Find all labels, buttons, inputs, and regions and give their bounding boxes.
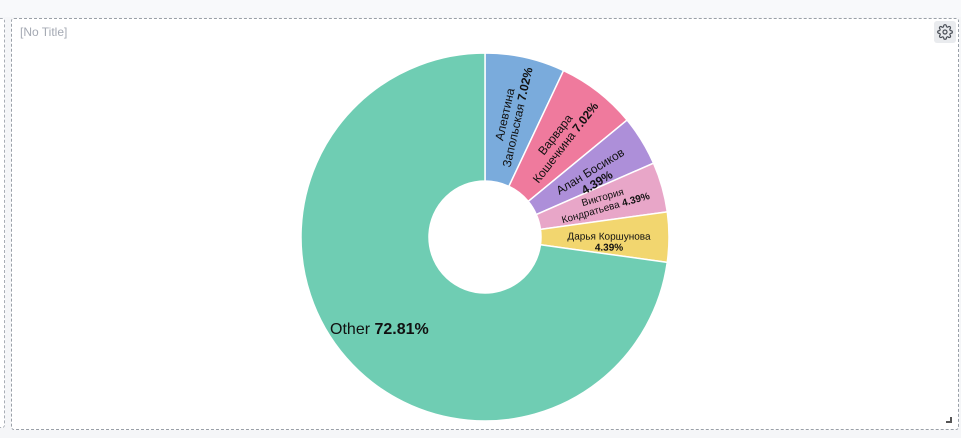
donut-chart: АлевтинаЗапольская 7.02%ВарвараКошечкина… [300, 52, 670, 422]
slice-name: Other [330, 321, 374, 338]
settings-button[interactable] [934, 21, 956, 43]
top-strip [0, 0, 961, 17]
slice-value: 4.39% [595, 243, 623, 254]
gear-icon [937, 24, 953, 40]
adjacent-widget-edge [0, 18, 5, 428]
slice-value: 72.81% [374, 321, 428, 338]
svg-text:Other 72.81%: Other 72.81% [330, 321, 429, 338]
slice-5[interactable] [300, 52, 669, 422]
chart-widget: [No Title] АлевтинаЗапольская 7.02% Варва… [11, 18, 959, 430]
slice-label-4: Дарья Коршунова 4.39% [567, 232, 651, 254]
resize-corner-icon[interactable] [946, 417, 952, 423]
slice-label-5: Other 72.81% [330, 321, 429, 338]
widget-title: [No Title] [20, 25, 68, 39]
slice-name-line: Дарья Коршунова [567, 232, 651, 243]
